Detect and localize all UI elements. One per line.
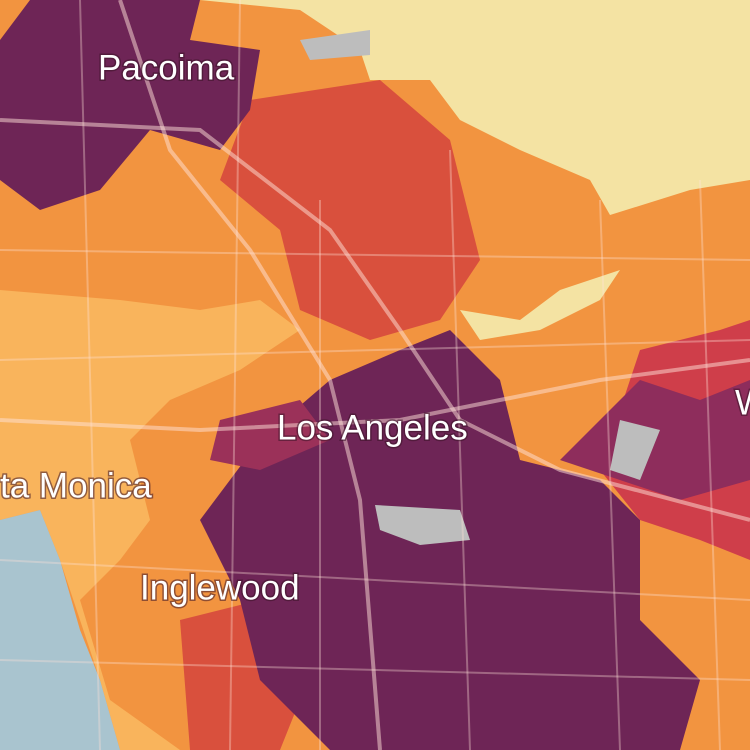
westside-region (0, 290, 300, 750)
place-label: W (735, 383, 750, 422)
no-data-area (375, 505, 470, 545)
ocean (0, 510, 120, 750)
foothills (200, 0, 750, 215)
place-label: Inglewood (140, 568, 300, 607)
red-region (220, 80, 480, 340)
purple-region (0, 0, 260, 210)
place-label: Los Angeles (277, 408, 468, 447)
pale-region (460, 270, 620, 340)
place-label: Pacoima (98, 48, 235, 87)
no-data-area (610, 420, 660, 480)
magenta-region (210, 400, 330, 470)
place-label: ta Monica (0, 466, 152, 505)
no-data-area (300, 30, 370, 60)
